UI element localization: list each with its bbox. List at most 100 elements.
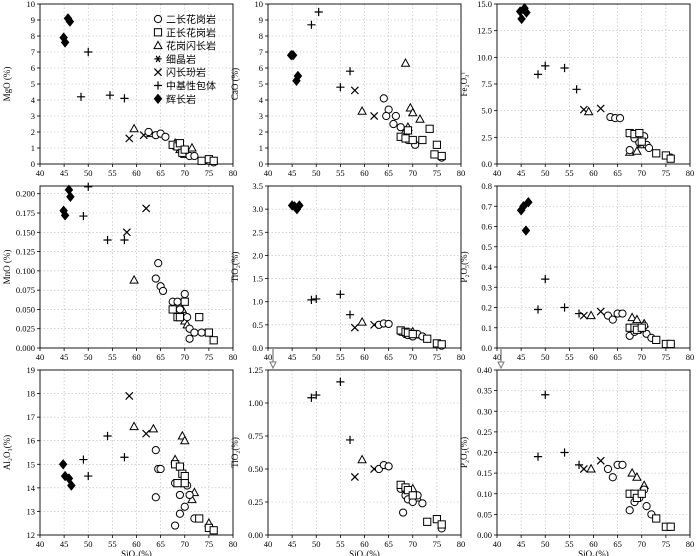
x-tick-label: 40 [264,168,273,178]
x-tick-label: 75 [205,352,214,362]
square-marker [180,297,189,306]
panel-5: 40 45 50 55 60 65 70 75 80 0.0 0.5 1.0 1.5 2.0 2.5 3.0 3… [230,181,465,362]
y-tick-label: 9 [31,15,35,25]
triangle-marker [153,40,163,50]
series-circle [151,446,199,530]
series-square [396,326,446,349]
series-diamond [287,200,304,215]
plus-marker [84,182,93,191]
series-cross [579,456,605,474]
circle-marker [183,313,192,322]
y-tick-label: 0.35 [477,386,492,396]
y-tick-label: 2.5 [252,227,263,237]
square-marker [195,313,204,322]
circle-marker [625,146,634,155]
x-tick-label: 40 [493,352,502,362]
y-tick-label: 0.5 [252,320,263,330]
x-tick-label: 65 [156,539,165,549]
x-tick-label: 50 [84,539,93,549]
series-circle [151,259,206,343]
square-marker [437,151,446,161]
circle-marker [399,508,408,517]
plus-marker [307,393,316,402]
cross-marker [579,311,588,320]
y-tick-label: 7 [259,47,263,57]
x-tick-label: 50 [312,539,321,549]
series-plus [533,275,584,318]
plus-marker [345,67,355,76]
legend-label: 正长花岗岩 [166,26,216,39]
diamond-marker [524,197,533,208]
x-tick-label: 40 [264,352,273,362]
y-tick-label: 13 [27,506,36,516]
series-diamond [286,50,303,86]
cross-marker [596,307,605,316]
x-axis-label: SiO₂(%) [578,549,609,556]
x-tick-label: 75 [662,168,671,178]
x-tick-label: 80 [457,168,466,178]
series-cross [579,104,605,114]
plus-marker [307,20,316,29]
square-marker [637,137,646,146]
y-tick-label: 3.0 [252,204,263,214]
y-tick-label: 6 [259,63,263,73]
y-tick-label: 12.5 [477,26,492,36]
y-tick-label: 17 [27,412,36,422]
square-marker [432,140,441,149]
circle-marker [603,464,613,474]
circle-marker [197,328,206,337]
plus-marker [574,460,584,469]
y-axis-label: MgO (%) [2,67,12,102]
series-plus [307,377,355,445]
plus-marker [103,235,112,245]
circle-marker [151,493,160,502]
x-tick-label: 60 [589,168,598,178]
x-tick-label: 75 [433,539,442,549]
triangle-marker [357,105,367,115]
y-tick-label: 1.0 [252,297,263,307]
y-tick-label: 0.075 [16,285,35,295]
zoom-arrow-head [497,361,505,370]
y-tick-label: 0.3 [481,282,492,292]
square-marker [666,154,675,163]
square-marker [635,128,644,138]
x-tick-label: 70 [409,352,418,362]
square-marker [637,323,646,332]
circle-marker [151,446,160,455]
diamond-marker [60,210,70,221]
circle-marker [175,305,185,314]
triangle-marker [627,312,637,322]
x-tick-label: 60 [360,168,369,178]
plus-marker [314,7,323,17]
square-marker [180,479,189,488]
x-axis-label: SiO₂(%) [349,549,380,556]
cross-marker [142,204,151,213]
square-marker [175,462,185,471]
series-diamond [516,197,533,236]
triangle-marker [632,314,642,324]
series-cross [350,86,379,121]
circle-marker [642,502,651,511]
x-tick-label: 55 [336,168,345,178]
square-marker [437,520,446,529]
y-tick-label: 0.4 [481,262,492,272]
square-marker [209,526,218,535]
x-tick-label: 45 [517,539,526,549]
y-tick-label: 1 [259,143,263,153]
series-plus [79,182,129,245]
series-diamond [515,3,531,25]
plus-marker [79,455,88,464]
legend-label: 闪长玢岩 [166,66,206,79]
plus-marker [533,70,543,79]
x-tick-label: 70 [638,539,647,549]
diamond-marker [65,16,75,27]
cross-marker [350,86,359,95]
square-marker [175,139,185,148]
y-tick-label: 7.5 [481,79,492,89]
x-tick-label: 40 [493,539,502,549]
triangle-marker [187,142,197,152]
y-tick-label: 0.000 [16,343,35,353]
y-tick-label: 3.5 [252,181,263,191]
series-cross [125,131,148,143]
